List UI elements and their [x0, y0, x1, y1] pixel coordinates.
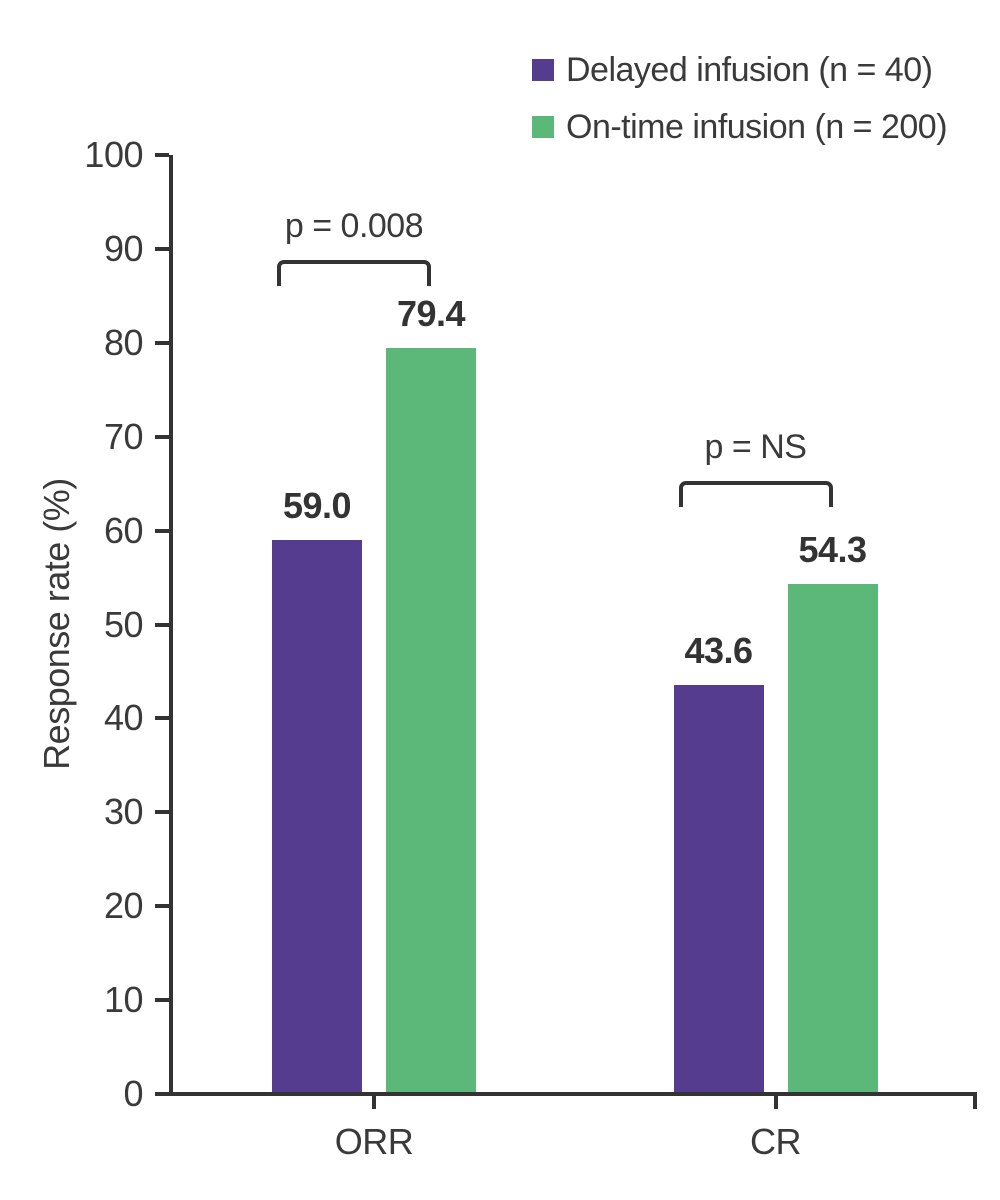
x-category-label-orr: ORR	[334, 1121, 414, 1162]
y-tick-mark	[155, 904, 169, 909]
p-value-label-cr: p = NS	[704, 428, 807, 466]
x-category-label-cr: CR	[750, 1121, 802, 1162]
bar-value-label: 43.6	[684, 629, 753, 671]
y-tick-mark	[155, 716, 169, 721]
bar-orr-series-1	[386, 348, 476, 1092]
y-tick-label: 80	[103, 321, 144, 363]
y-tick-label: 20	[103, 885, 144, 927]
significance-bracket-orr	[277, 260, 431, 286]
y-axis-line	[169, 155, 173, 1096]
bar-value-label: 59.0	[282, 484, 352, 526]
y-tick-mark	[155, 1092, 169, 1096]
p-value-label-orr: p = 0.008	[284, 207, 424, 245]
y-tick-mark	[155, 340, 169, 345]
y-tick-mark	[155, 153, 169, 157]
x-tick-mark	[773, 1096, 778, 1109]
y-tick-mark	[155, 810, 169, 815]
legend-item-delayed-infusion: Delayed infusion (n = 40)	[532, 50, 947, 89]
bar-cr-series-0	[673, 684, 764, 1092]
bar-orr-series-0	[272, 539, 362, 1092]
legend-label-delayed-infusion: Delayed infusion (n = 40)	[566, 50, 933, 89]
y-tick-label: 90	[103, 227, 144, 269]
y-tick-label: 60	[103, 509, 144, 551]
legend-swatch-ontime-infusion	[532, 116, 554, 138]
bar-cr-series-1	[787, 584, 878, 1092]
significance-bracket-cr	[678, 481, 833, 507]
y-tick-mark	[155, 434, 169, 439]
y-tick-label: 50	[103, 603, 144, 645]
y-tick-label: 100	[84, 134, 143, 175]
bar-value-label: 79.4	[396, 293, 466, 335]
y-tick-label: 10	[103, 979, 144, 1021]
x-tick-mark	[372, 1096, 376, 1109]
y-tick-label: 30	[103, 791, 144, 833]
x-axis-end-tick	[973, 1092, 977, 1109]
legend-label-ontime-infusion: On-time infusion (n = 200)	[566, 107, 948, 146]
y-tick-mark	[155, 246, 169, 251]
y-tick-label: 70	[103, 415, 144, 457]
y-tick-label: 0	[123, 1073, 143, 1114]
legend: Delayed infusion (n = 40) On-time infusi…	[532, 50, 948, 166]
legend-swatch-delayed-infusion	[532, 59, 554, 81]
y-tick-label: 40	[103, 697, 144, 739]
y-tick-mark	[155, 528, 169, 533]
y-tick-mark	[155, 622, 169, 627]
legend-item-ontime-infusion: On-time infusion (n = 200)	[532, 107, 948, 146]
x-axis-line	[169, 1092, 977, 1096]
bar-value-label: 54.3	[798, 529, 867, 571]
y-tick-mark	[155, 998, 169, 1003]
